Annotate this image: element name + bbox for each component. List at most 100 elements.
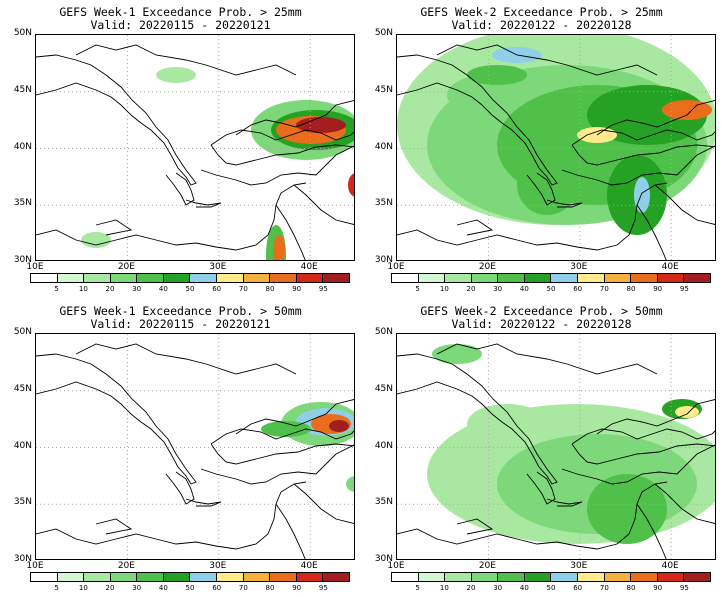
coastline (210, 428, 354, 445)
panel-title: GEFS Week-1 Exceedance Prob. > 50mm (59, 304, 302, 318)
coastline (95, 219, 133, 236)
colorbar-label: 30 (132, 285, 142, 293)
colorbar-swatch (84, 573, 111, 581)
colorbar-label: 30 (493, 285, 503, 293)
panel-valid-dates: Valid: 20220115 - 20220121 (90, 317, 271, 331)
latitude-label: 35N (13, 497, 32, 508)
colorbar-swatch (445, 573, 472, 581)
colorbar-swatch (471, 274, 499, 282)
coastline (526, 172, 556, 206)
colorbar-swatch (323, 573, 349, 581)
probability-shading (587, 474, 667, 544)
colorbar-label: 50 (185, 584, 195, 592)
colorbar-label: 20 (466, 584, 476, 592)
coastline (200, 444, 354, 485)
probability-shading (467, 404, 547, 444)
coastline (596, 100, 715, 136)
panel-week2-25mm: GEFS Week-2 Exceedance Prob. > 25mm Vali… (361, 0, 722, 299)
longitude-label: 40E (661, 262, 679, 272)
colorbar-swatch (163, 274, 191, 282)
panel-valid-dates: Valid: 20220122 - 20220128 (451, 18, 632, 32)
longitude-label: 20E (478, 262, 496, 272)
latitude-label: 40N (13, 141, 32, 152)
colorbar-swatch (551, 274, 579, 282)
colorbar-label: 90 (292, 584, 302, 592)
colorbar-swatch (57, 274, 85, 282)
colorbar-swatch (418, 274, 446, 282)
latitude-label: 40N (374, 440, 393, 451)
coastline (36, 54, 197, 186)
colorbar-swatch (657, 274, 685, 282)
coastline (546, 498, 583, 507)
colorbar-label: 70 (238, 285, 248, 293)
colorbar-label: 5 (415, 584, 420, 592)
coastline (210, 443, 354, 465)
colorbar-label: 70 (599, 285, 609, 293)
probability-shading (517, 155, 577, 215)
colorbar-label: 90 (653, 285, 663, 293)
coastline (200, 145, 354, 186)
colorbar-label: 90 (653, 584, 663, 592)
colorbar-swatch (323, 274, 349, 282)
colorbar-swatch (684, 274, 710, 282)
latitude-label: 45N (13, 383, 32, 394)
probability-shading (296, 117, 346, 133)
colorbar-label: 90 (292, 285, 302, 293)
colorbar-label: 20 (466, 285, 476, 293)
map-area (35, 34, 355, 261)
colorbar-swatch (84, 274, 111, 282)
panel-valid-dates: Valid: 20220122 - 20220128 (451, 317, 632, 331)
colorbar (391, 273, 711, 283)
colorbar-swatch (445, 274, 472, 282)
colorbar-label: 10 (78, 584, 88, 592)
longitude-label: 10E (387, 262, 405, 272)
coastline (654, 483, 715, 524)
coastline (571, 129, 715, 146)
precip-map (36, 334, 354, 559)
colorbar-swatch (631, 274, 658, 282)
colorbar-label: 5 (415, 285, 420, 293)
map-area (396, 34, 716, 261)
panel-title: GEFS Week-2 Exceedance Prob. > 25mm (420, 5, 663, 19)
colorbar-swatch (110, 573, 138, 581)
colorbar-swatch (270, 573, 297, 581)
probability-shading (467, 65, 527, 85)
latitude-label: 30N (374, 255, 393, 265)
coastline (636, 503, 667, 559)
colorbar-swatch (604, 274, 632, 282)
latitude-label: 45N (374, 383, 393, 394)
colorbar-label: 10 (78, 285, 88, 293)
colorbar-label: 20 (105, 285, 115, 293)
coastline (36, 182, 307, 251)
colorbar (30, 572, 350, 582)
longitude-label: 30E (570, 561, 588, 571)
colorbar-swatch (31, 573, 58, 581)
probability-shading (273, 235, 285, 260)
coastline (436, 44, 658, 76)
latitude-label: 50N (13, 28, 32, 38)
colorbar-label: 95 (318, 584, 328, 592)
colorbar-swatch (296, 274, 324, 282)
coastline (561, 444, 715, 485)
coastline (36, 481, 307, 550)
colorbar-label: 30 (493, 584, 503, 592)
coastline (397, 481, 668, 550)
panel-title: GEFS Week-1 Exceedance Prob. > 25mm (59, 5, 302, 19)
colorbar-swatch (296, 573, 324, 581)
colorbar-label: 40 (519, 584, 529, 592)
coastline (275, 503, 306, 559)
longitude-label: 40E (300, 561, 318, 571)
colorbar-label: 60 (573, 584, 583, 592)
coastline (165, 172, 195, 206)
colorbar-label: 80 (265, 285, 275, 293)
colorbar-swatch (631, 573, 658, 581)
coastline (571, 428, 715, 445)
colorbar-label: 30 (132, 584, 142, 592)
coastline (185, 199, 222, 208)
probability-shading (156, 67, 196, 83)
coastline (526, 471, 556, 505)
coastline (596, 399, 715, 435)
colorbar-swatch (163, 573, 191, 581)
probability-shading (346, 476, 354, 492)
colorbar-label: 95 (318, 285, 328, 293)
